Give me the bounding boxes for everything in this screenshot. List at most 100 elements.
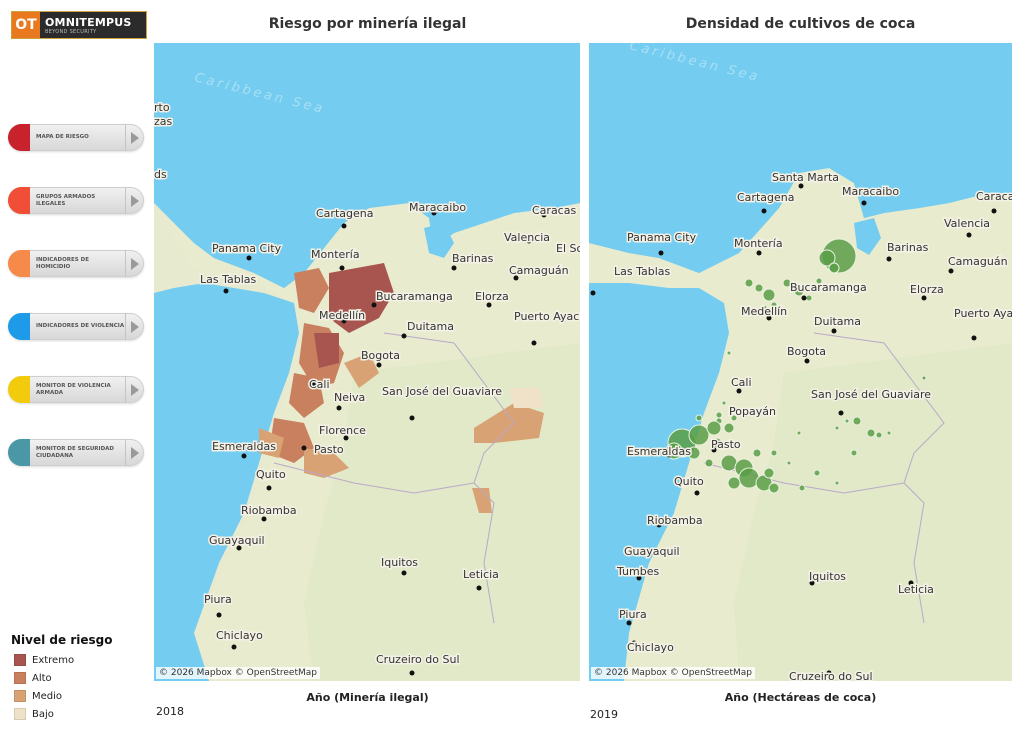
city-dot	[798, 183, 804, 189]
city-dot	[343, 435, 349, 441]
risk-region-medio	[259, 428, 284, 458]
city-dot	[246, 255, 252, 261]
city-label: Neiva	[334, 391, 365, 404]
left-x-axis-label: Año (Minería ilegal)	[306, 691, 429, 704]
nav-label: MONITOR DE SEGURIDAD CIUDADANA	[36, 445, 114, 459]
chevron-right-icon	[125, 376, 143, 403]
legend-label: Alto	[32, 672, 52, 684]
brand-name: OMNITEMPUS	[45, 15, 132, 29]
coca-marker	[688, 424, 710, 446]
chevron-right-icon	[125, 187, 143, 214]
city-dot	[921, 295, 927, 301]
mining-risk-map[interactable]: Caribbean Sea rto zas ds Cartagena Marac…	[154, 43, 580, 681]
right-year-label[interactable]: 2019	[590, 708, 618, 721]
map-attribution[interactable]: © 2026 Mapbox © OpenStreetMap	[156, 667, 320, 679]
city-dot	[948, 268, 954, 274]
coca-marker	[782, 278, 792, 288]
coca-marker	[875, 431, 883, 439]
city-dot	[513, 275, 519, 281]
city-dot	[656, 522, 662, 528]
coca-marker	[813, 469, 821, 477]
city-dot	[241, 453, 247, 459]
coca-marker	[721, 400, 727, 406]
city-label: Riobamba	[647, 514, 703, 527]
city-label: Iquitos	[809, 570, 846, 583]
city-dot	[341, 223, 347, 229]
city-dot	[231, 644, 237, 650]
city-dot	[541, 212, 547, 218]
coca-marker	[866, 428, 876, 438]
nav-color-cap	[8, 313, 30, 340]
coca-marker	[786, 460, 792, 466]
risk-region-bajo	[509, 388, 544, 408]
city-label: Piura	[619, 608, 647, 621]
nav-label: INDICADORES DE HOMICIDIO	[36, 256, 89, 270]
border-line	[383, 332, 515, 624]
legend-swatch	[14, 672, 26, 684]
pacific-water	[154, 283, 299, 681]
risk-region-medio	[474, 403, 544, 443]
map-attribution[interactable]: © 2026 Mapbox © OpenStreetMap	[591, 667, 755, 679]
city-label: Caracas	[532, 204, 576, 217]
city-label: Cali	[309, 378, 330, 391]
city-dot	[409, 415, 415, 421]
right-x-axis-label: Año (Hectáreas de coca)	[724, 691, 877, 704]
city-label: Esmeraldas	[627, 445, 691, 458]
city-label: rto	[154, 101, 170, 114]
city-dot	[451, 265, 457, 271]
city-dot	[401, 333, 407, 339]
left-year-label[interactable]: 2018	[156, 705, 184, 718]
nav-mapa-de-riesgo[interactable]: MAPA DE RIESGO	[8, 124, 144, 151]
legend-swatch	[14, 690, 26, 702]
nav-monitor-seguridad-ciudadana[interactable]: MONITOR DE SEGURIDAD CIUDADANA	[8, 439, 144, 466]
city-label: San José del Guaviare	[382, 385, 502, 398]
city-label: Leticia	[898, 583, 934, 596]
nav-monitor-violencia-armada[interactable]: MONITOR DE VIOLENCIA ARMADA	[8, 376, 144, 403]
nav-label: INDICADORES DE VIOLENCIA	[36, 323, 125, 329]
city-label: Cruzeiro do Sul	[789, 670, 873, 681]
brand-logo[interactable]: OT OMNITEMPUS BEYOND SECURITY	[11, 11, 147, 39]
city-label: Quito	[674, 475, 704, 488]
legend-item-alto[interactable]: Alto	[11, 669, 112, 687]
legend-item-medio[interactable]: Medio	[11, 687, 112, 705]
coca-marker	[770, 301, 778, 309]
nav-indicadores-violencia[interactable]: INDICADORES DE VIOLENCIA	[8, 313, 144, 340]
risk-region-medio	[472, 488, 492, 513]
nav-color-cap	[8, 439, 30, 466]
city-dot	[766, 315, 772, 321]
legend-item-bajo[interactable]: Bajo	[11, 705, 112, 723]
city-dot	[658, 250, 664, 256]
nav-label: MAPA DE RIESGO	[36, 134, 89, 140]
coca-density-map[interactable]: Caribbean Sea	[589, 43, 1012, 681]
city-dot	[801, 295, 807, 301]
nav-color-cap	[8, 187, 30, 214]
coca-marker	[798, 484, 806, 492]
city-label: San José del Guaviare	[811, 388, 931, 401]
city-dot	[631, 640, 637, 646]
nav-label: MONITOR DE VIOLENCIA ARMADA	[36, 382, 111, 396]
coca-marker	[687, 446, 701, 460]
lake-maracaibo	[854, 218, 881, 255]
nav-color-cap	[8, 250, 30, 277]
nav-indicadores-homicidio[interactable]: INDICADORES DE HOMICIDIO	[8, 250, 144, 277]
city-label: Cartagena	[737, 191, 794, 204]
city-dot	[761, 208, 767, 214]
coca-marker	[834, 425, 840, 431]
city-label: Elorza	[475, 290, 509, 303]
city-labels: Santa Marta Cartagena Maracaibo Caraca V…	[590, 170, 1012, 681]
legend-title: Nivel de riesgo	[11, 633, 113, 647]
city-label: Medellín	[741, 305, 787, 318]
coca-marker	[793, 285, 805, 297]
city-label: Valencia	[504, 231, 550, 244]
city-dot	[339, 265, 345, 271]
coca-marker	[715, 411, 723, 419]
city-label: Puerto Ayacucho	[514, 310, 580, 323]
chevron-right-icon	[125, 439, 143, 466]
risk-region-medio	[344, 353, 379, 388]
coca-marker	[726, 350, 732, 356]
coca-marker	[704, 458, 714, 468]
nav-grupos-armados[interactable]: GRUPOS ARMADOS ILEGALES	[8, 187, 144, 214]
risk-legend: Nivel de riesgo Extremo Alto Medio Bajo	[11, 633, 112, 723]
legend-label: Extremo	[32, 654, 75, 666]
legend-item-extremo[interactable]: Extremo	[11, 651, 112, 669]
